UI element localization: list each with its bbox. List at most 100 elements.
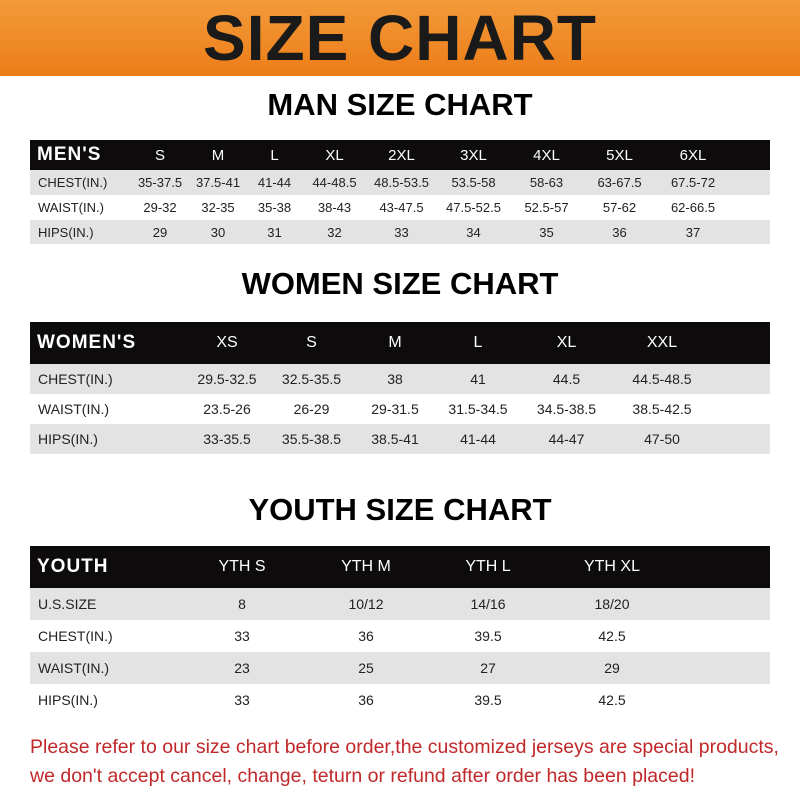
table-cell: 10/12 <box>348 596 384 612</box>
table-cell: 35 <box>539 224 554 240</box>
table-cell: 41 <box>470 371 486 387</box>
women-size-table: WOMEN'S XS S M L XL XXL CHEST(IN.) 29.5-32.5 32.5… <box>30 322 770 454</box>
table-cell: 48.5-53.5 <box>374 175 429 190</box>
row-label-cell: HIPS(IN.) <box>38 431 98 447</box>
women-table-row: HIPS(IN.) 33-35.5 35.5-38.5 38.5-41 41-44 44-… <box>30 424 770 454</box>
table-cell: 35-37.5 <box>137 175 183 190</box>
table-cell: 18/20 <box>594 596 630 612</box>
men-table-row: WAIST(IN.) 29-32 32-35 35-38 38-43 43-47.5 47.… <box>30 195 770 220</box>
youth-table-row: WAIST(IN.) 23 25 27 29 <box>30 652 770 684</box>
table-cell: 23.5-26 <box>203 401 251 417</box>
table-cell: 29-32 <box>143 200 177 215</box>
table-cell: 25 <box>358 660 374 676</box>
row-label-cell: WAIST(IN.) <box>38 401 110 417</box>
size-header-cell: 3XL <box>460 146 487 164</box>
table-cell: 36 <box>358 628 374 644</box>
row-label-cell: WAIST(IN.) <box>38 660 110 676</box>
men-section-title: MAN SIZE CHART <box>267 87 533 122</box>
men-header-row: MEN'S S M L XL 2XL 3XL 4XL 5XL 6XL <box>30 140 770 170</box>
table-cell: 52.5-57 <box>524 200 569 215</box>
table-cell: 42.5 <box>598 628 626 644</box>
youth-table-row: CHEST(IN.) 33 36 39.5 42.5 <box>30 620 770 652</box>
table-cell: 29 <box>604 660 620 676</box>
table-cell: 33 <box>234 692 250 708</box>
table-cell: 37 <box>685 224 701 240</box>
size-header-cell: 2XL <box>388 146 415 164</box>
size-header-cell: S <box>306 334 317 351</box>
women-section-title: WOMEN SIZE CHART <box>241 266 559 301</box>
men-table-row: CHEST(IN.) 35-37.5 37.5-41 41-44 44-48.5 48.5… <box>30 170 770 195</box>
size-header-cell: 6XL <box>679 146 707 164</box>
table-cell: 47.5-52.5 <box>446 200 501 215</box>
size-header-cell: YTH M <box>341 558 391 575</box>
row-label-cell: WAIST(IN.) <box>38 200 104 215</box>
table-cell: 44.5 <box>552 371 581 387</box>
table-cell: 33-35.5 <box>203 431 251 447</box>
table-heading-cell: MEN'S <box>37 144 102 165</box>
table-cell: 30 <box>210 224 226 240</box>
size-header-cell: L <box>270 146 279 164</box>
women-header-row: WOMEN'S XS S M L XL XXL <box>30 322 770 364</box>
youth-size-table: YOUTH YTH S YTH M YTH L YTH XL U.S.SIZE 8 10/12… <box>30 546 770 716</box>
table-cell: 43-47.5 <box>379 200 424 215</box>
table-cell: 62-66.5 <box>670 200 716 215</box>
youth-table-row: U.S.SIZE 8 10/12 14/16 18/20 <box>30 588 770 620</box>
table-cell: 32-35 <box>201 200 235 215</box>
men-size-table: MEN'S S M L XL 2XL 3XL 4XL 5XL 6XL CHEST(IN.) 35-37… <box>30 140 770 244</box>
table-cell: 41-44 <box>257 175 292 190</box>
table-cell: 31 <box>267 224 282 240</box>
table-heading-cell: YOUTH <box>37 556 109 577</box>
table-cell: 63-67.5 <box>597 175 642 190</box>
table-cell: 36 <box>358 692 374 708</box>
table-cell: 42.5 <box>598 692 626 708</box>
row-label-cell: CHEST(IN.) <box>38 371 113 387</box>
size-header-cell: XL <box>556 334 577 351</box>
size-header-cell: M <box>388 334 402 351</box>
table-cell: 29-31.5 <box>371 401 419 417</box>
table-heading-cell: WOMEN'S <box>37 332 137 353</box>
table-cell: 14/16 <box>470 596 506 612</box>
size-header-cell: YTH S <box>218 558 266 575</box>
size-header-cell: M <box>211 146 225 164</box>
table-cell: 26-29 <box>293 401 330 417</box>
table-cell: 32.5-35.5 <box>281 371 342 387</box>
table-cell: 57-62 <box>602 200 637 215</box>
row-label-cell: CHEST(IN.) <box>38 175 108 190</box>
table-cell: 67.5-72 <box>670 175 716 190</box>
table-cell: 53.5-58 <box>451 175 496 190</box>
table-cell: 33 <box>394 224 409 240</box>
table-cell: 41-44 <box>460 431 496 447</box>
table-cell: 39.5 <box>474 692 502 708</box>
size-header-cell: 4XL <box>533 146 560 164</box>
table-cell: 38-43 <box>317 200 352 215</box>
size-header-cell: S <box>154 146 165 164</box>
footer-note-line-2: we don't accept cancel, change, teturn o… <box>30 765 695 787</box>
table-cell: 38.5-41 <box>371 431 419 447</box>
footer-note-line-1: Please refer to our size chart before or… <box>30 736 779 758</box>
size-header-cell: XXL <box>646 334 678 351</box>
table-cell: 39.5 <box>474 628 502 644</box>
size-header-cell: L <box>473 334 483 351</box>
size-header-cell: 5XL <box>606 146 633 164</box>
women-table-row: CHEST(IN.) 29.5-32.5 32.5-35.5 38 41 44.5 44.5… <box>30 364 770 394</box>
youth-section-title: YOUTH SIZE CHART <box>248 492 552 527</box>
size-header-cell: YTH XL <box>583 558 640 575</box>
youth-header-row: YOUTH YTH S YTH M YTH L YTH XL <box>30 546 770 588</box>
women-table-row: WAIST(IN.) 23.5-26 26-29 29-31.5 31.5-34.5 34… <box>30 394 770 424</box>
youth-table-row: HIPS(IN.) 33 36 39.5 42.5 <box>30 684 770 716</box>
size-header-cell: XL <box>325 146 344 164</box>
table-cell: 23 <box>234 660 250 676</box>
row-label-cell: U.S.SIZE <box>38 596 97 612</box>
table-cell: 34 <box>466 224 481 240</box>
table-cell: 31.5-34.5 <box>448 401 508 417</box>
title-banner: SIZE CHART <box>0 0 800 76</box>
row-label-cell: HIPS(IN.) <box>38 224 94 240</box>
table-cell: 38 <box>387 371 403 387</box>
table-cell: 33 <box>234 628 250 644</box>
table-cell: 29 <box>152 224 168 240</box>
table-cell: 58-63 <box>529 175 564 190</box>
table-cell: 32 <box>327 224 342 240</box>
men-table-row: HIPS(IN.) 29 30 31 32 33 34 35 36 37 <box>30 220 770 244</box>
table-cell: 35.5-38.5 <box>281 431 342 447</box>
table-cell: 37.5-41 <box>195 175 241 190</box>
